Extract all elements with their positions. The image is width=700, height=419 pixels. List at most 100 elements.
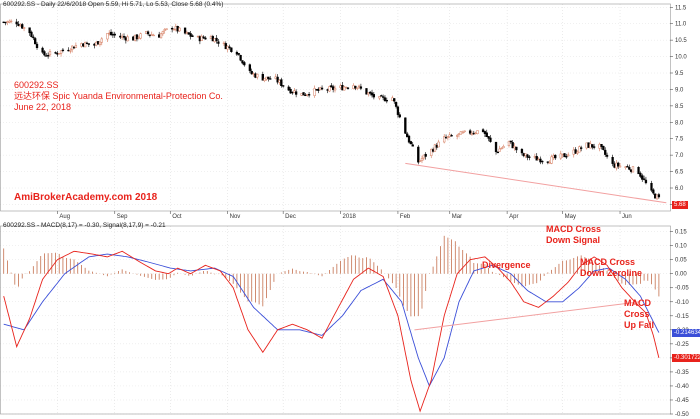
candle-body xyxy=(483,131,487,134)
candle-body xyxy=(602,145,605,150)
candle-body xyxy=(367,92,370,95)
candle-body xyxy=(546,161,549,163)
candle-body xyxy=(124,37,128,41)
macd-y-tick-label: -0.15 xyxy=(675,314,689,320)
candle-body xyxy=(185,32,189,34)
candle-body xyxy=(611,157,614,164)
candle-body xyxy=(122,36,126,38)
candle-body xyxy=(333,87,337,91)
candle-body xyxy=(35,43,39,48)
last-price-label: 5.68 xyxy=(672,201,688,209)
candle-body xyxy=(158,34,161,38)
candle-body xyxy=(8,20,11,23)
candle-body xyxy=(552,155,555,158)
candle-body xyxy=(385,100,388,102)
candle-body xyxy=(498,148,501,152)
candle-body xyxy=(533,156,537,158)
candle-body xyxy=(539,158,542,163)
candle-body xyxy=(135,34,139,40)
candle-body xyxy=(615,162,618,169)
candle-body xyxy=(69,50,72,52)
candle-body xyxy=(352,85,355,90)
candle-body xyxy=(433,144,437,152)
candle-body xyxy=(489,137,492,142)
candle-body xyxy=(15,21,18,25)
candle-body xyxy=(59,50,63,54)
candle-body xyxy=(404,117,407,134)
candle-body xyxy=(650,182,653,191)
candle-body xyxy=(320,87,324,90)
candle-body xyxy=(450,135,453,137)
candle-body xyxy=(93,43,96,46)
price-y-tick-label: 7.5 xyxy=(675,137,684,143)
candle-body xyxy=(411,144,414,147)
signal-value-label: -0.301722 xyxy=(672,354,700,362)
candle-body xyxy=(28,27,31,34)
candle-body xyxy=(431,149,435,152)
candle-body xyxy=(174,26,177,30)
candle-body xyxy=(230,47,233,52)
candle-body xyxy=(34,38,37,45)
cross-up-fail-line2: Cross xyxy=(624,309,650,319)
candle-body xyxy=(61,49,65,51)
candle-body xyxy=(396,106,400,115)
price-y-tick-label: 8.0 xyxy=(675,120,684,126)
macd-y-tick-label: -0.05 xyxy=(675,286,689,292)
candle-body xyxy=(224,43,227,50)
candle-body xyxy=(189,33,192,37)
candle-body xyxy=(82,43,85,47)
candle-body xyxy=(592,146,596,148)
macd-trendline xyxy=(414,301,641,331)
candle-body xyxy=(46,55,50,57)
candle-body xyxy=(563,153,566,158)
candle-body xyxy=(457,133,461,135)
candle-body xyxy=(572,149,575,155)
macd-y-tick-label: 0.00 xyxy=(675,272,687,278)
candle-body xyxy=(133,34,137,41)
candle-body xyxy=(430,148,433,156)
macd-y-tick-label: -0.10 xyxy=(675,300,689,306)
candle-body xyxy=(346,87,350,89)
candle-body xyxy=(565,156,568,158)
candle-body xyxy=(381,96,385,98)
candle-body xyxy=(178,27,181,32)
candle-body xyxy=(391,97,394,101)
candle-body xyxy=(280,79,283,86)
candle-body xyxy=(22,27,26,29)
candle-body xyxy=(80,43,83,47)
candle-body xyxy=(146,31,150,35)
candle-body xyxy=(494,141,498,152)
candle-body xyxy=(380,95,383,97)
candle-body xyxy=(183,27,187,34)
macd-y-tick-label: -0.45 xyxy=(675,398,689,404)
candle-body xyxy=(511,142,514,149)
price-y-tick-label: 11.0 xyxy=(675,22,687,28)
candle-body xyxy=(578,146,581,153)
candle-body xyxy=(54,52,57,54)
price-y-tick-label: 10.5 xyxy=(675,38,687,44)
candle-body xyxy=(6,21,9,23)
candle-body xyxy=(196,35,200,38)
cross-down-zeroline-line1: MACD Cross xyxy=(580,257,636,267)
candle-body xyxy=(383,97,387,102)
candle-body xyxy=(4,21,7,24)
candle-body xyxy=(300,93,303,96)
candle-body xyxy=(276,76,279,83)
candle-body xyxy=(470,132,474,135)
candle-body xyxy=(74,45,78,48)
candle-body xyxy=(215,37,218,42)
candle-body xyxy=(307,94,311,96)
candle-body xyxy=(655,194,659,200)
macd-lines xyxy=(3,250,660,413)
candle-body xyxy=(468,130,472,134)
candle-body xyxy=(657,194,661,198)
candle-body xyxy=(72,46,76,49)
candle-body xyxy=(228,46,231,48)
candle-body xyxy=(600,144,603,147)
candle-body xyxy=(32,36,35,39)
candle-body xyxy=(463,130,466,133)
candle-body xyxy=(535,156,538,161)
candle-body xyxy=(626,166,629,168)
candle-body xyxy=(354,85,357,89)
macd-y-tick-label: -0.25 xyxy=(675,342,689,348)
